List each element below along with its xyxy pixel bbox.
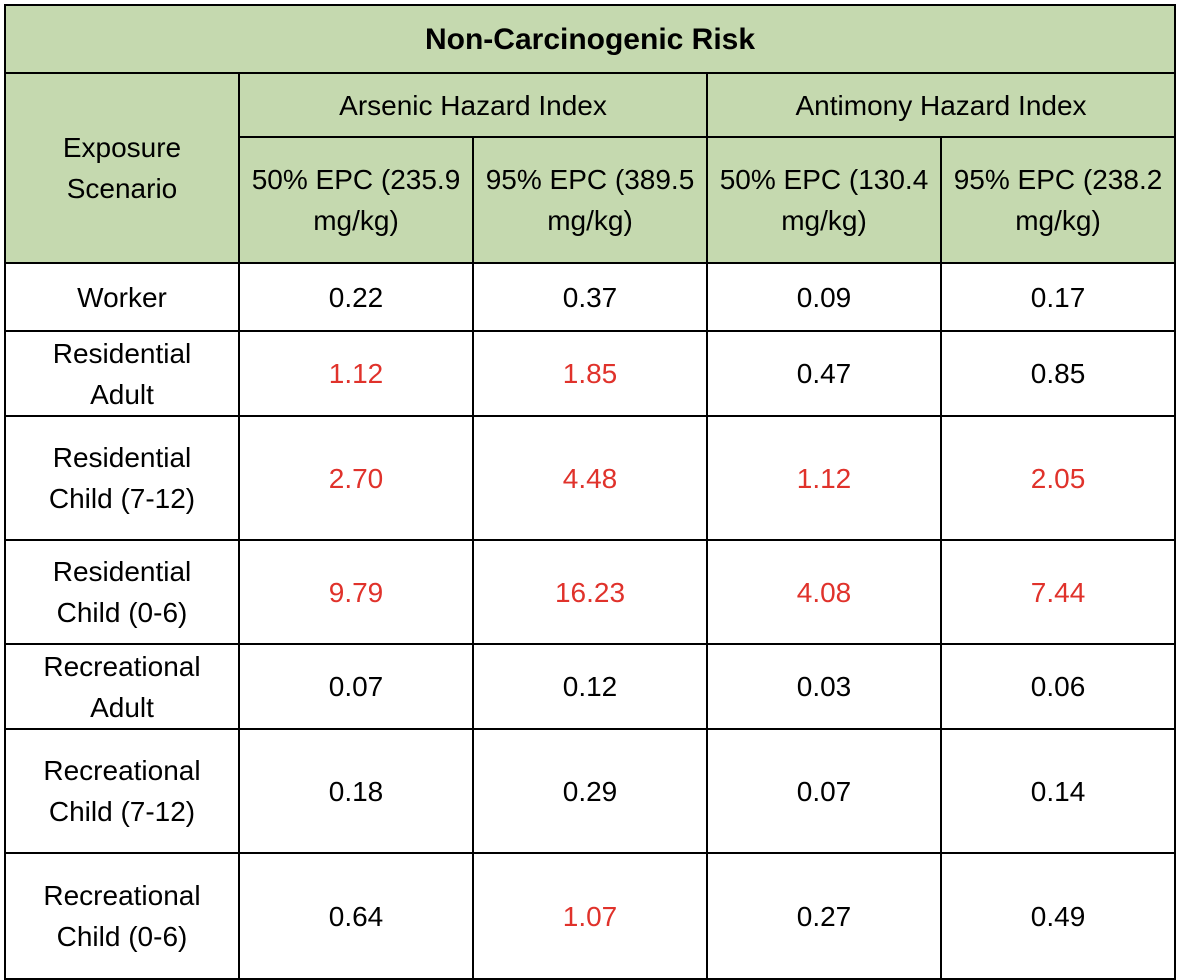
value-cell-exceedance: 2.70 — [238, 415, 474, 541]
value-cell: 0.29 — [472, 728, 708, 854]
row-header-line-1: Exposure — [62, 132, 182, 163]
subheader-unit: mg/kg) — [1015, 205, 1101, 236]
row-header-line-2: Scenario — [66, 173, 178, 204]
scenario-label: Worker — [4, 262, 240, 332]
subheader-line: 95% EPC (389.5 — [485, 164, 695, 195]
scenario-label-line: Residential — [52, 337, 192, 369]
table-row: Residential Child (0-6) 9.79 16.23 4.08 … — [4, 539, 1177, 645]
subheader-unit: mg/kg) — [547, 205, 633, 236]
scenario-label-line: Recreational — [43, 650, 201, 682]
value-cell-exceedance: 1.07 — [472, 852, 708, 980]
value-cell-exceedance: 4.48 — [472, 415, 708, 541]
scenario-label-line: Residential — [52, 442, 192, 473]
value-cell: 0.49 — [939, 852, 1177, 980]
value-cell-exceedance: 16.23 — [472, 539, 708, 645]
scenario-label-line: Child (7-12) — [48, 483, 196, 514]
value-cell: 0.85 — [939, 330, 1177, 417]
table-row: Residential Child (7-12) 2.70 4.48 1.12 … — [4, 415, 1177, 541]
antimony-50-epc-header: 50% EPC (130.4 mg/kg) — [706, 136, 942, 264]
scenario-label-line: Adult — [90, 691, 154, 723]
scenario-label: Recreational Child (7-12) — [4, 728, 240, 854]
scenario-label-line: Child (0-6) — [56, 597, 188, 628]
scenario-label-line: Child (7-12) — [48, 796, 196, 827]
scenario-label: Recreational Child (0-6) — [4, 852, 240, 980]
scenario-label: Residential Adult — [4, 330, 240, 417]
scenario-label-line: Residential — [52, 556, 192, 587]
table-row: Recreational Child (7-12) 0.18 0.29 0.07… — [4, 728, 1177, 854]
value-cell-exceedance: 1.12 — [706, 415, 942, 541]
table-row: Recreational Adult 0.07 0.12 0.03 0.06 — [4, 643, 1177, 730]
scenario-label-line: Recreational — [43, 755, 201, 786]
value-cell: 0.09 — [706, 262, 942, 332]
value-cell: 0.12 — [472, 643, 708, 730]
value-cell: 0.07 — [238, 643, 474, 730]
antimony-95-epc-header: 95% EPC (238.2 mg/kg) — [939, 136, 1177, 264]
value-cell: 0.37 — [472, 262, 708, 332]
scenario-label-line: Child (0-6) — [56, 921, 188, 952]
value-cell: 0.06 — [939, 643, 1177, 730]
table-row: Recreational Child (0-6) 0.64 1.07 0.27 … — [4, 852, 1177, 980]
value-cell: 0.18 — [238, 728, 474, 854]
subheader-unit: mg/kg) — [313, 205, 399, 236]
value-cell: 0.64 — [238, 852, 474, 980]
scenario-label: Recreational Adult — [4, 643, 240, 730]
scenario-label-line: Worker — [77, 281, 167, 313]
arsenic-95-epc-header: 95% EPC (389.5 mg/kg) — [472, 136, 708, 264]
value-cell: 0.47 — [706, 330, 942, 417]
subheader-line: 50% EPC (235.9 — [251, 164, 461, 195]
value-cell-exceedance: 1.12 — [238, 330, 474, 417]
scenario-label-line: Recreational — [43, 880, 201, 911]
value-cell: 0.17 — [939, 262, 1177, 332]
exposure-scenario-header: Exposure Scenario — [4, 72, 240, 264]
subheader-unit: mg/kg) — [781, 205, 867, 236]
value-cell-exceedance: 2.05 — [939, 415, 1177, 541]
antimony-hazard-index-header: Antimony Hazard Index — [705, 72, 1177, 138]
table-row: Residential Adult 1.12 1.85 0.47 0.85 — [4, 330, 1177, 417]
value-cell: 0.07 — [706, 728, 942, 854]
scenario-label-line: Adult — [90, 378, 154, 410]
value-cell: 0.03 — [706, 643, 942, 730]
subheader-line: 95% EPC (238.2 — [953, 164, 1163, 195]
value-cell: 0.27 — [706, 852, 942, 980]
value-cell-exceedance: 4.08 — [706, 539, 942, 645]
value-cell-exceedance: 9.79 — [238, 539, 474, 645]
table-row: Worker 0.22 0.37 0.09 0.17 — [4, 262, 1177, 332]
table-title: Non-Carcinogenic Risk — [3, 4, 1177, 74]
arsenic-hazard-index-header: Arsenic Hazard Index — [238, 72, 708, 138]
non-carcinogenic-risk-table: Non-Carcinogenic Risk Exposure Scenario … — [3, 4, 1177, 980]
value-cell-exceedance: 7.44 — [939, 539, 1177, 645]
scenario-label: Residential Child (7-12) — [4, 415, 240, 541]
value-cell-exceedance: 1.85 — [472, 330, 708, 417]
scenario-label: Residential Child (0-6) — [4, 539, 240, 645]
value-cell: 0.22 — [238, 262, 474, 332]
subheader-line: 50% EPC (130.4 — [719, 164, 929, 195]
arsenic-50-epc-header: 50% EPC (235.9 mg/kg) — [238, 136, 474, 264]
value-cell: 0.14 — [939, 728, 1177, 854]
